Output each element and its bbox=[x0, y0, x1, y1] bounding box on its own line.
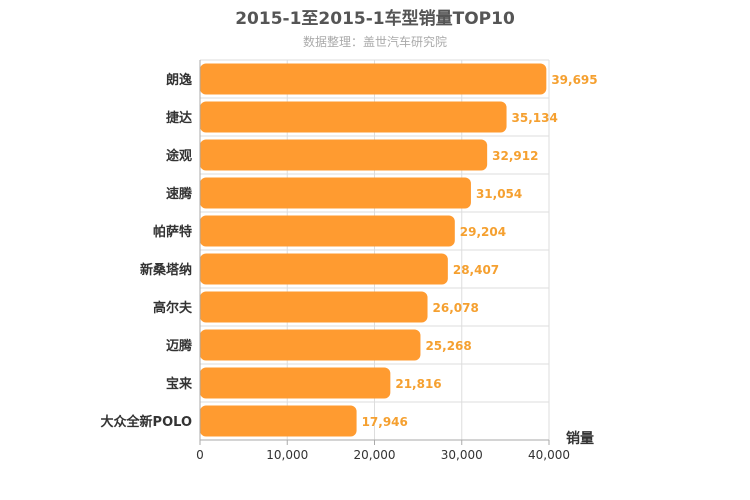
category-label: 迈腾 bbox=[166, 338, 193, 354]
category-label: 朗逸 bbox=[166, 72, 192, 88]
category-label: 新桑塔纳 bbox=[140, 262, 192, 278]
chart-subtitle: 数据整理：盖世汽车研究院 bbox=[302, 35, 447, 49]
category-label: 大众全新POLO bbox=[101, 414, 192, 430]
x-tick-label: 20,000 bbox=[354, 448, 396, 462]
data-label: 32,912 bbox=[492, 149, 538, 163]
data-label: 26,078 bbox=[433, 301, 479, 315]
bar bbox=[200, 177, 471, 209]
data-label: 35,134 bbox=[512, 111, 558, 125]
data-label: 39,695 bbox=[551, 73, 597, 87]
data-label: 17,946 bbox=[362, 415, 408, 429]
category-label: 高尔夫 bbox=[153, 300, 193, 316]
bar bbox=[200, 215, 455, 247]
category-label: 捷达 bbox=[166, 110, 192, 126]
x-axis-title: 销量 bbox=[566, 430, 594, 447]
category-label: 帕萨特 bbox=[153, 224, 192, 240]
data-label: 31,054 bbox=[476, 187, 522, 201]
bar bbox=[200, 101, 507, 133]
bar bbox=[200, 329, 421, 361]
bar bbox=[200, 405, 357, 437]
bar bbox=[200, 63, 547, 95]
x-tick-label: 30,000 bbox=[441, 448, 483, 462]
category-label: 宝来 bbox=[166, 376, 193, 392]
bar bbox=[200, 139, 488, 171]
x-tick-label: 40,000 bbox=[528, 448, 570, 462]
category-label: 速腾 bbox=[166, 186, 193, 202]
chart-title: 2015-1至2015-1车型销量TOP10 bbox=[235, 9, 515, 29]
data-label: 21,816 bbox=[395, 377, 441, 391]
bar bbox=[200, 291, 428, 323]
data-label: 28,407 bbox=[453, 263, 499, 277]
category-label: 途观 bbox=[166, 148, 192, 164]
data-label: 29,204 bbox=[460, 225, 506, 239]
bar bbox=[200, 367, 391, 399]
bar bbox=[200, 253, 448, 285]
data-label: 25,268 bbox=[425, 339, 471, 353]
x-tick-label: 10,000 bbox=[266, 448, 308, 462]
x-tick-label: 0 bbox=[196, 448, 204, 462]
